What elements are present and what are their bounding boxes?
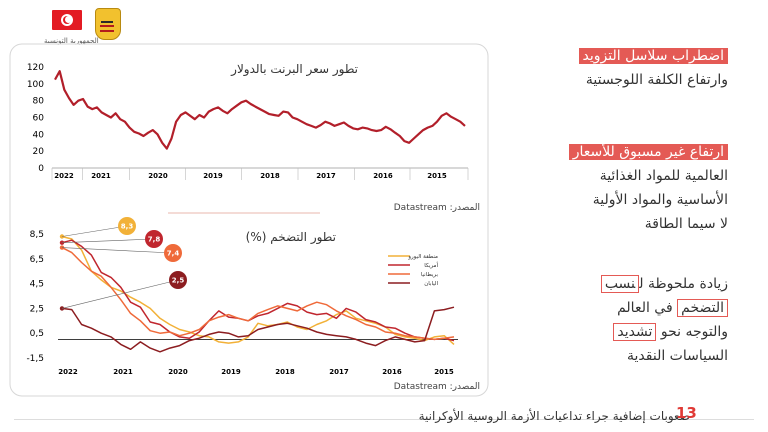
inflation-y-tick: 2,5 xyxy=(30,304,44,314)
brent-source: المصدر: Datastream xyxy=(393,203,480,213)
inflation-y-tick: 6,5 xyxy=(30,255,44,265)
tunisia-coat-of-arms-icon xyxy=(95,8,121,40)
headline-supply-chain-highlight: اضطراب سلاسل التزويد xyxy=(578,48,728,64)
inflation-x-tick: 2017 xyxy=(329,368,349,376)
headline-prices-line2: العالمية للمواد الغذائية xyxy=(599,168,728,184)
inflation-x-tick: 2021 xyxy=(113,368,133,376)
brent-y-tick: 120 xyxy=(27,63,44,73)
inflation-series xyxy=(58,234,458,353)
inflation-series-line xyxy=(61,239,455,342)
brent-x-tick: 2021 xyxy=(91,172,111,180)
callout-label: 8,3 xyxy=(121,223,134,231)
headline-inflation-text3: والتوجه نحو xyxy=(656,324,728,340)
headline-prices-line3: الأساسية والمواد الأولية xyxy=(592,192,728,208)
callout-bubble xyxy=(145,230,163,248)
headline-prices-line4: لا سيما الطاقة xyxy=(644,216,728,232)
inflation-series-line xyxy=(61,235,455,345)
legend-label: أمريكا xyxy=(424,261,438,269)
inflation-series-line xyxy=(61,246,455,341)
brent-x-tick: 2016 xyxy=(373,172,393,180)
callout-leader-line xyxy=(61,247,174,254)
inflation-y-tick: 4,5 xyxy=(30,280,44,290)
brent-y-axis: 120 100 80 60 40 20 0 xyxy=(27,63,44,174)
charts-panel-frame xyxy=(9,43,489,397)
headline-inflation-box3: تشديد xyxy=(613,323,657,341)
brent-y-tick: 100 xyxy=(27,80,44,90)
inflation-y-tick: 0,5 xyxy=(30,329,44,339)
brent-y-tick: 60 xyxy=(33,114,45,124)
inflation-x-tick: 2019 xyxy=(221,368,241,376)
inflation-x-tick: 2016 xyxy=(382,368,402,376)
inflation-x-tick: 2022 xyxy=(58,368,78,376)
headline-inflation-line4: السياسات النقدية xyxy=(627,348,728,364)
legend-label: منطقة اليورو xyxy=(407,254,438,260)
callout-bubble xyxy=(164,244,182,262)
headline-inflation-text2: في العالم xyxy=(617,300,678,316)
brent-x-tick: 2017 xyxy=(316,172,336,180)
footer-title: صعوبات إضافية جراء تداعيات الأزمة الروسي… xyxy=(418,409,690,423)
brent-series xyxy=(54,70,466,150)
headline-inflation-box1: نسب xyxy=(600,275,640,293)
brent-x-tick: 2020 xyxy=(148,172,168,180)
tunisia-flag-icon xyxy=(52,10,82,30)
headline-inflation-box2: التضخم xyxy=(677,299,728,317)
headline-supply-chain: اضطراب سلاسل التزويد وارتفاع الكلفة اللو… xyxy=(578,44,728,92)
brent-x-axis: 2022 2021 2020 2019 2018 2017 2016 2015 xyxy=(54,172,447,180)
charts-panel: 120 100 80 60 40 20 0 2022 2021 2020 2019 2018 2017… xyxy=(9,43,489,397)
inflation-x-tick: 2020 xyxy=(168,368,188,376)
callout-label: 7,8 xyxy=(148,236,161,244)
headline-inflation-text1: زيادة ملحوظة ل xyxy=(639,276,728,292)
inflation-callouts: 8,3 7,8 7,4 2,5 xyxy=(61,217,187,309)
brent-x-tick: 2019 xyxy=(203,172,223,180)
callout-leader-line xyxy=(61,225,128,237)
legend-label: بريطانيا xyxy=(421,272,439,278)
brent-y-tick: 40 xyxy=(33,130,45,140)
inflation-y-tick: 8,5 xyxy=(30,230,44,240)
brent-x-tick: 2022 xyxy=(54,172,74,180)
callout-leader-line xyxy=(61,279,179,309)
brent-chart-grid xyxy=(51,167,469,180)
inflation-x-axis: 2022 2021 2020 2019 2018 2017 2016 2015 xyxy=(58,368,454,376)
inflation-source: المصدر: Datastream xyxy=(393,382,480,392)
brent-y-tick: 20 xyxy=(33,147,45,157)
inflation-x-tick: 2018 xyxy=(275,368,295,376)
brent-y-tick: 80 xyxy=(33,97,45,107)
brent-x-tick: 2015 xyxy=(427,172,447,180)
inflation-series-line xyxy=(61,306,455,353)
legend-label: اليابان xyxy=(424,281,438,287)
headline-supply-chain-line2: وارتفاع الكلفة اللوجستية xyxy=(585,72,728,88)
inflation-y-tick: -1,5 xyxy=(26,354,44,364)
callout-label: 2,5 xyxy=(172,277,185,285)
brent-y-tick: 0 xyxy=(38,164,44,174)
brent-chart-title: تطور سعر البرنت بالدولار xyxy=(231,62,358,76)
brent-x-tick: 2018 xyxy=(260,172,280,180)
callout-bubble xyxy=(169,271,187,289)
brent-price-line xyxy=(54,70,466,150)
republic-label: الجمهورية التونسية xyxy=(44,37,99,45)
headline-inflation: زيادة ملحوظة لنسب التضخم في العالم والتو… xyxy=(600,272,728,368)
headline-prices: ارتفاع غير مسبوق للأسعار العالمية للمواد… xyxy=(568,140,728,236)
page-number: 13 xyxy=(676,404,697,422)
callout-leader-line xyxy=(61,238,155,243)
inflation-chart-title: تطور التضخم (%) xyxy=(245,230,336,244)
inflation-x-tick: 2015 xyxy=(434,368,454,376)
footer-divider xyxy=(14,419,754,420)
callout-bubble xyxy=(118,217,136,235)
callout-label: 7,4 xyxy=(167,250,180,258)
headline-prices-highlight: ارتفاع غير مسبوق للأسعار xyxy=(568,144,728,160)
inflation-y-axis: 8,5 6,5 4,5 2,5 0,5 -1,5 xyxy=(26,230,44,364)
